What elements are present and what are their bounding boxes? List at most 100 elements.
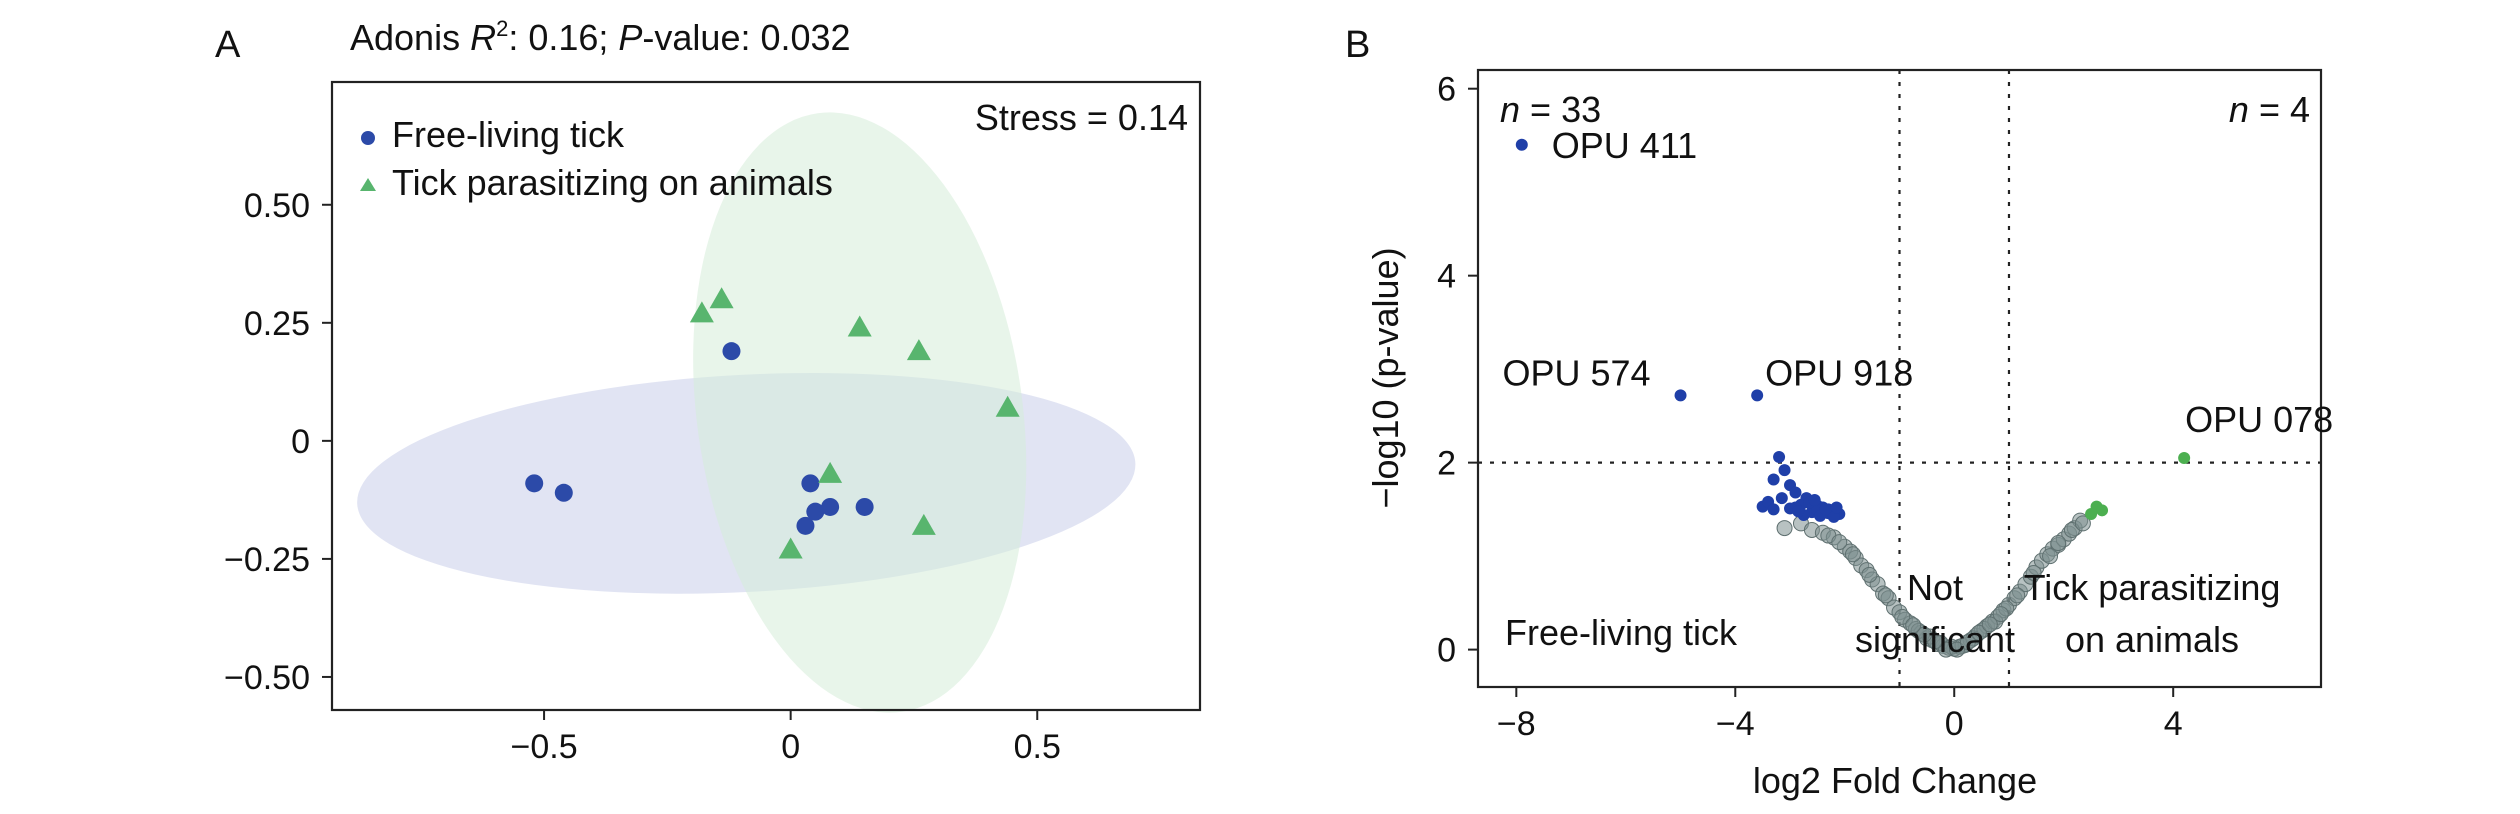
nmds-points [525, 287, 1020, 559]
panel-label-b: B [1345, 24, 1370, 66]
point-label-opu-574: OPU 574 [1502, 352, 1650, 393]
volcano-point-not-significant [1992, 606, 2009, 623]
volcano-point-free-living-tick [1767, 503, 1780, 516]
volcano-point-not-significant [2074, 515, 2091, 532]
volcano-point-not-significant [1970, 624, 1987, 641]
volcano-point-not-significant [1844, 546, 1861, 563]
region-label-not-significant-1: Not [1907, 567, 1963, 608]
volcano-point-not-significant [1981, 616, 1998, 633]
y-axis-ticks-a: −0.50 −0.25 0 0.25 0.50 [224, 187, 332, 697]
volcano-point-not-significant [1877, 587, 1894, 604]
x-tick-label: −0.5 [511, 728, 578, 766]
volcano-point-not-significant [1905, 617, 1922, 634]
point-tick-parasitizing-on-animals [778, 537, 803, 559]
point-tick-parasitizing-on-animals [818, 461, 843, 483]
x-axis-label-b: log2 Fold Change [1753, 760, 2037, 801]
y-tick-label: 0 [291, 423, 310, 461]
point-label-opu-078: OPU 078 [2185, 399, 2333, 440]
adonis-title: Adonis R2: 0.16; P-value: 0.032 [350, 16, 851, 58]
point-label-opu-918: OPU 918 [1765, 352, 1913, 393]
y-tick-label: 0.50 [244, 187, 310, 225]
point-free-living-tick [821, 497, 840, 516]
y-axis-ticks-b: 0 2 4 6 [1437, 71, 1478, 670]
volcano-point-not-significant [2050, 535, 2067, 552]
point-free-living-tick [855, 497, 874, 516]
point-label-opu-411: OPU 411 [1552, 125, 1697, 166]
volcano-point-tick-parasitizing-on-animals [2096, 504, 2109, 517]
volcano-point-free-living-tick [1792, 505, 1805, 518]
stress-label: Stress = 0.14 [975, 97, 1188, 138]
point-free-living-tick [796, 516, 815, 535]
volcano-point-not-significant [1948, 641, 1965, 658]
x-axis-ticks-a: −0.5 0 0.5 [511, 710, 1061, 766]
volcano-point-free-living-tick [1515, 138, 1528, 151]
x-tick-label: 0 [781, 728, 800, 766]
legend-marker-parasitizing [360, 178, 376, 191]
point-free-living-tick [801, 474, 820, 493]
x-tick-label: 0.5 [1014, 728, 1061, 766]
point-free-living-tick [722, 342, 741, 361]
point-free-living-tick [554, 483, 573, 502]
volcano-point-not-significant [1831, 534, 1848, 551]
legend: Free-living tick Tick parasitizing on an… [360, 114, 833, 203]
plot-frame-b [1476, 68, 2323, 689]
nmds-panel: A Adonis R2: 0.16; P-value: 0.032 −0.5 0 0… [215, 16, 1202, 766]
volcano-point-not-significant [1894, 608, 1911, 625]
volcano-point-tick-parasitizing-on-animals [2085, 508, 2098, 521]
volcano-point-not-significant [2025, 564, 2042, 581]
volcano-point-free-living-tick [1778, 464, 1791, 477]
volcano-point-free-living-tick [1830, 501, 1843, 514]
plot-frame-a [330, 80, 1202, 712]
volcano-point-tick-parasitizing-on-animals [2178, 451, 2191, 464]
volcano-point-not-significant [2042, 548, 2059, 565]
region-label-parasitizing-2: on animals [2065, 619, 2239, 660]
n-left-label: n = 33 [1500, 89, 1601, 130]
volcano-point-free-living-tick [1767, 473, 1780, 486]
y-tick-label: 0 [1437, 632, 1456, 670]
volcano-point-free-living-tick [1819, 503, 1832, 516]
region-label-free-living: Free-living tick [1505, 612, 1738, 653]
point-tick-parasitizing-on-animals [995, 395, 1020, 417]
x-tick-label: −8 [1497, 705, 1536, 743]
region-label-not-significant-2: significant [1855, 619, 2015, 660]
y-tick-label: −0.50 [224, 659, 310, 697]
x-axis-ticks-b: −8 −4 0 4 [1497, 687, 2183, 743]
volcano-point-free-living-tick [1773, 451, 1786, 464]
ellipse-tick-parasitizing-on-animals [693, 112, 1027, 713]
y-axis-label-b: −log10 (p-value) [1365, 247, 1406, 508]
legend-marker-free-living [361, 131, 375, 145]
point-free-living-tick [525, 474, 544, 493]
volcano-point-not-significant [1776, 520, 1793, 537]
volcano-point-not-significant [1861, 566, 1878, 583]
volcano-point-free-living-tick [1789, 486, 1802, 499]
n-right-label: n = 4 [2229, 89, 2310, 130]
y-tick-label: 2 [1437, 445, 1456, 483]
volcano-points [1515, 138, 2191, 658]
point-tick-parasitizing-on-animals [847, 315, 872, 337]
volcano-point-free-living-tick [1775, 492, 1788, 505]
point-tick-parasitizing-on-animals [709, 287, 734, 309]
region-label-parasitizing-1: Tick parasitizing [2024, 567, 2281, 608]
volcano-point-free-living-tick [1808, 494, 1821, 507]
threshold-lines [1478, 70, 2321, 687]
volcano-point-free-living-tick [1751, 389, 1764, 402]
point-free-living-tick [806, 502, 825, 521]
volcano-point-not-significant [1916, 626, 1933, 643]
x-tick-label: 0 [1945, 705, 1964, 743]
y-tick-label: 0.25 [244, 305, 310, 343]
point-labels: OPU 411 OPU 574 OPU 918 OPU 078 [1502, 125, 2333, 440]
y-tick-label: −0.25 [224, 541, 310, 579]
volcano-panel: B −8 −4 0 4 0 2 4 6 OPU 411 OPU 574 OPU 918 OPU 0… [1345, 24, 2333, 801]
legend-label-parasitizing: Tick parasitizing on animals [392, 162, 833, 203]
y-tick-label: 4 [1437, 258, 1456, 296]
legend-label-free-living: Free-living tick [392, 114, 625, 155]
volcano-point-not-significant [1959, 634, 1976, 651]
confidence-ellipses [357, 112, 1136, 713]
x-tick-label: −4 [1716, 705, 1755, 743]
x-tick-label: 4 [2164, 705, 2183, 743]
point-tick-parasitizing-on-animals [689, 301, 714, 323]
panel-label-a: A [215, 24, 241, 66]
point-tick-parasitizing-on-animals [911, 513, 936, 535]
